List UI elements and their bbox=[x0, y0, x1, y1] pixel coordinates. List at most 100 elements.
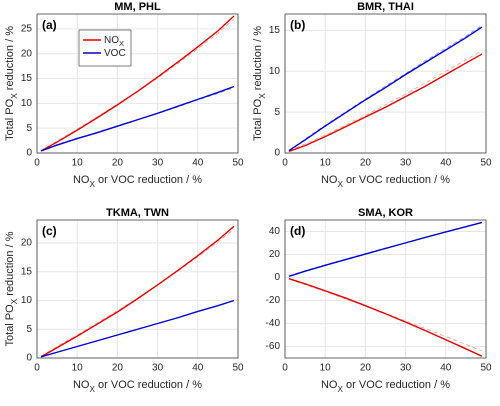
subscript: X bbox=[10, 93, 19, 99]
data-line bbox=[288, 53, 483, 153]
text-part: NO bbox=[73, 174, 90, 186]
text-part: Total PO bbox=[4, 304, 16, 347]
y-tick-label: -60 bbox=[266, 341, 281, 352]
legend-label: VOC bbox=[104, 48, 126, 59]
x-tick-label: 0 bbox=[282, 363, 288, 374]
x-tick-label: 50 bbox=[232, 158, 244, 169]
data-line bbox=[288, 26, 483, 152]
legend-box bbox=[78, 29, 132, 67]
x-tick-label: 0 bbox=[282, 158, 288, 169]
text-part: VOC bbox=[104, 48, 126, 59]
data-line bbox=[40, 15, 235, 152]
panel: 0 10 20 30 40 50 -60 -40 -20 0 20 40 SMA, KOR (d) NOX … bbox=[266, 207, 492, 394]
x-tick-label: 20 bbox=[360, 158, 372, 169]
text-part: Total PO bbox=[4, 98, 16, 141]
panel-label: (c) bbox=[42, 224, 57, 238]
subscript: X bbox=[89, 385, 95, 394]
fit-line bbox=[288, 278, 483, 352]
plot-area bbox=[285, 220, 486, 358]
y-tick-label: -40 bbox=[266, 318, 281, 329]
y-tick-label: 5 bbox=[274, 107, 280, 118]
y-tick-label: 20 bbox=[269, 249, 281, 260]
x-tick-label: 30 bbox=[152, 363, 164, 374]
legend-label: NOX bbox=[104, 35, 124, 49]
x-tick-label: 40 bbox=[192, 363, 204, 374]
text-part: or VOC reduction / % bbox=[95, 174, 202, 186]
y-tick-label: 0 bbox=[26, 148, 32, 159]
y-axis-label: Total POX reduction / % bbox=[4, 26, 19, 141]
data-line bbox=[40, 85, 235, 152]
text-part: reduction / % bbox=[4, 231, 16, 298]
axes-box bbox=[284, 13, 487, 154]
plot-area bbox=[37, 14, 238, 153]
x-tick-label: 30 bbox=[152, 158, 164, 169]
text-part: reduction / % bbox=[252, 26, 264, 93]
x-tick-label: 20 bbox=[360, 363, 372, 374]
y-tick-label: 15 bbox=[269, 25, 281, 36]
subscript: X bbox=[337, 180, 343, 189]
x-tick-label: 40 bbox=[440, 158, 452, 169]
y-tick-label: 0 bbox=[274, 148, 280, 159]
x-axis-label: NOX or VOC reduction / % bbox=[321, 379, 450, 394]
x-tick-label: 40 bbox=[192, 158, 204, 169]
y-tick-label: 0 bbox=[26, 353, 32, 364]
data-line bbox=[40, 299, 235, 358]
x-tick-label: 10 bbox=[320, 158, 332, 169]
axes-box bbox=[284, 219, 487, 359]
panel-title: BMR, THAI bbox=[357, 1, 414, 13]
x-tick-label: 10 bbox=[320, 363, 332, 374]
x-tick-label: 20 bbox=[112, 158, 124, 169]
text-part: Total PO bbox=[252, 98, 264, 141]
x-tick-label: 40 bbox=[440, 363, 452, 374]
x-tick-label: 0 bbox=[34, 363, 40, 374]
text-part: reduction / % bbox=[4, 26, 16, 93]
plot-area bbox=[37, 220, 238, 358]
x-axis-label: NOX or VOC reduction / % bbox=[73, 174, 202, 189]
y-tick-label: 0 bbox=[274, 272, 280, 283]
text-part: or VOC reduction / % bbox=[343, 174, 450, 186]
x-tick-label: 50 bbox=[480, 363, 492, 374]
x-tick-label: 10 bbox=[72, 158, 84, 169]
y-tick-label: 15 bbox=[21, 266, 33, 277]
x-tick-label: 20 bbox=[112, 363, 124, 374]
y-tick-label: 40 bbox=[269, 226, 281, 237]
data-line bbox=[40, 225, 235, 358]
text-part: NO bbox=[104, 35, 119, 46]
y-tick-label: 5 bbox=[26, 123, 32, 134]
panel-label: (b) bbox=[290, 18, 305, 32]
y-tick-label: 5 bbox=[26, 324, 32, 335]
text-part: or VOC reduction / % bbox=[95, 379, 202, 391]
x-tick-label: 50 bbox=[232, 363, 244, 374]
text-part: NO bbox=[321, 379, 338, 391]
x-tick-label: 30 bbox=[400, 363, 412, 374]
y-tick-label: 10 bbox=[269, 66, 281, 77]
panel-title: TKMA, TWN bbox=[106, 207, 169, 219]
text-part: NO bbox=[321, 174, 338, 186]
subscript: X bbox=[10, 298, 19, 304]
data-line bbox=[288, 221, 483, 278]
subscript: X bbox=[89, 180, 95, 189]
subscript: X bbox=[258, 93, 267, 99]
subscript: X bbox=[119, 39, 124, 48]
y-tick-label: 15 bbox=[21, 73, 33, 84]
y-tick-label: 20 bbox=[21, 238, 33, 249]
x-tick-label: 30 bbox=[400, 158, 412, 169]
axes-box bbox=[36, 13, 239, 154]
y-tick-label: 20 bbox=[21, 48, 33, 59]
subscript: X bbox=[337, 385, 343, 394]
x-tick-label: 0 bbox=[34, 158, 40, 169]
fit-line bbox=[288, 50, 483, 151]
data-line bbox=[288, 277, 483, 357]
x-axis-label: NOX or VOC reduction / % bbox=[73, 379, 202, 394]
panel-title: MM, PHL bbox=[114, 1, 161, 13]
x-tick-label: 10 bbox=[72, 363, 84, 374]
y-tick-label: -20 bbox=[266, 295, 281, 306]
y-tick-label: 10 bbox=[21, 98, 33, 109]
y-tick-label: 25 bbox=[21, 24, 33, 35]
text-part: NO bbox=[73, 379, 90, 391]
y-tick-label: 10 bbox=[21, 295, 33, 306]
panel-label: (a) bbox=[42, 18, 57, 32]
